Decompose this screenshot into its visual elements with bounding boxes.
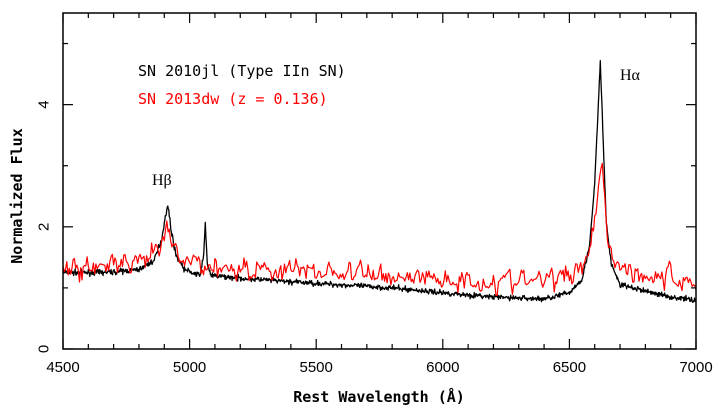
x-tick-label: 5500: [300, 359, 333, 376]
x-tick-label: 4500: [46, 359, 79, 376]
y-tick-label: 2: [36, 223, 53, 231]
series-line-sn2013dw: [62, 162, 697, 296]
x-tick-label: 6500: [553, 359, 586, 376]
x-tick-label: 7000: [679, 359, 712, 376]
y-tick-label: 4: [36, 100, 53, 108]
annotation-h-alpha: Hα: [620, 67, 641, 84]
y-tick-label: 0: [36, 345, 53, 353]
tick-layer: 4500 5000 5500 6000 6500 7000 0 2 4: [36, 13, 713, 376]
x-tick-label: 6000: [426, 359, 459, 376]
legend-entry-sn2010jl: SN 2010jl (Type IIn SN): [138, 62, 346, 80]
annotation-h-beta: Hβ: [152, 172, 172, 189]
x-tick-label: 5000: [173, 359, 206, 376]
series-layer: [62, 60, 697, 303]
series-line-sn2010jl: [62, 60, 697, 303]
legend-entry-sn2013dw: SN 2013dw (z = 0.136): [138, 90, 328, 108]
plot-frame: [62, 12, 697, 350]
x-axis-title: Rest Wavelength (Å): [293, 387, 465, 406]
y-axis-title: Normalized Flux: [8, 128, 26, 263]
